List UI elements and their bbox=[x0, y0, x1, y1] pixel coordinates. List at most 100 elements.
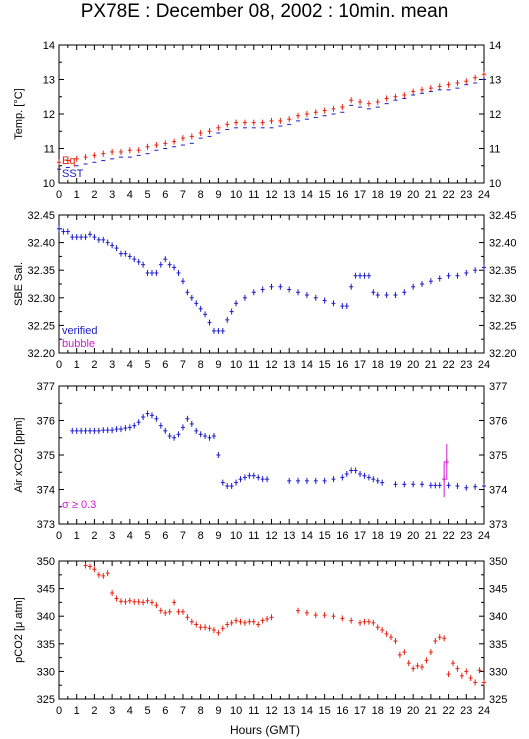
data-point bbox=[136, 598, 141, 605]
data-point bbox=[366, 100, 371, 107]
x-tick-label: 6 bbox=[162, 530, 168, 542]
data-point bbox=[127, 147, 132, 154]
data-point bbox=[163, 140, 168, 147]
data-point bbox=[353, 467, 358, 474]
data-point bbox=[380, 479, 385, 486]
data-point bbox=[163, 427, 168, 434]
data-point bbox=[110, 590, 115, 597]
data-point bbox=[464, 668, 469, 675]
data-point bbox=[366, 618, 371, 625]
x-tick-label: 14 bbox=[301, 530, 313, 542]
data-point bbox=[132, 256, 137, 263]
y-tick-label-right: 12 bbox=[489, 109, 501, 121]
data-point bbox=[260, 286, 265, 293]
data-point bbox=[172, 138, 177, 145]
data-point bbox=[411, 88, 416, 95]
data-point bbox=[406, 660, 411, 667]
data-point bbox=[477, 667, 482, 674]
data-point bbox=[455, 272, 460, 279]
data-point bbox=[74, 427, 79, 434]
x-tick-label: 17 bbox=[354, 705, 366, 717]
data-point bbox=[340, 474, 345, 481]
data-point bbox=[185, 415, 190, 422]
x-tick-label: 12 bbox=[265, 359, 277, 371]
data-point bbox=[393, 481, 398, 488]
x-tick-label: 1 bbox=[74, 189, 80, 201]
y-tick-label-right: 376 bbox=[489, 416, 507, 428]
x-tick-label: 12 bbox=[265, 530, 277, 542]
data-point bbox=[446, 671, 451, 678]
x-tick-label: 11 bbox=[248, 530, 259, 542]
y-tick-label: 12 bbox=[43, 109, 55, 121]
data-point bbox=[145, 597, 150, 604]
data-point bbox=[287, 477, 292, 484]
data-point bbox=[172, 264, 177, 271]
data-point bbox=[349, 617, 354, 624]
x-tick-label: 22 bbox=[442, 189, 454, 201]
data-point bbox=[79, 234, 84, 241]
y-tick-label-right: 373 bbox=[489, 519, 507, 531]
data-point bbox=[158, 422, 163, 429]
data-point bbox=[83, 234, 88, 241]
data-point bbox=[402, 481, 407, 488]
data-point bbox=[296, 289, 301, 296]
data-point bbox=[70, 427, 75, 434]
data-point bbox=[420, 663, 425, 670]
data-point bbox=[127, 424, 132, 431]
y-tick-label-right: 374 bbox=[489, 485, 507, 497]
data-point bbox=[473, 267, 478, 274]
data-point bbox=[473, 679, 478, 686]
data-point bbox=[455, 79, 460, 86]
data-point bbox=[304, 477, 309, 484]
data-point bbox=[428, 482, 433, 489]
data-point bbox=[118, 598, 123, 605]
data-point bbox=[256, 474, 261, 481]
x-tick-label: 23 bbox=[460, 189, 472, 201]
data-point bbox=[194, 300, 199, 307]
data-point bbox=[313, 294, 318, 301]
y-tick-label: 373 bbox=[37, 519, 55, 531]
x-tick-label: 2 bbox=[91, 359, 97, 371]
data-point bbox=[380, 627, 385, 633]
data-point bbox=[251, 119, 256, 126]
x-tick-label: 16 bbox=[336, 705, 348, 717]
data-point bbox=[211, 327, 216, 334]
x-tick-label: 9 bbox=[215, 189, 221, 201]
data-point bbox=[296, 112, 301, 119]
x-tick-label: 8 bbox=[198, 359, 204, 371]
x-tick-label: 22 bbox=[442, 530, 454, 542]
data-point bbox=[198, 129, 203, 136]
data-point bbox=[242, 294, 247, 301]
data-point bbox=[344, 470, 349, 477]
data-point bbox=[207, 434, 212, 441]
data-point bbox=[446, 482, 451, 489]
data-point bbox=[362, 472, 367, 479]
data-point bbox=[189, 618, 194, 625]
data-point bbox=[331, 105, 336, 112]
data-point bbox=[349, 467, 354, 474]
data-point bbox=[366, 272, 371, 279]
data-point bbox=[287, 116, 292, 123]
y-tick-label-right: 375 bbox=[489, 450, 507, 462]
data-point bbox=[313, 477, 318, 484]
data-point bbox=[428, 649, 433, 656]
data-point bbox=[154, 142, 159, 149]
data-point bbox=[322, 612, 327, 619]
data-point bbox=[446, 81, 451, 88]
data-point bbox=[123, 250, 128, 257]
data-point bbox=[176, 608, 181, 615]
data-point bbox=[234, 119, 239, 126]
data-point bbox=[211, 627, 216, 633]
x-tick-label: 22 bbox=[442, 359, 454, 371]
data-point bbox=[482, 71, 486, 78]
data-point bbox=[225, 316, 230, 323]
data-point bbox=[247, 472, 252, 479]
x-tick-label: 18 bbox=[372, 189, 384, 201]
x-tick-label: 13 bbox=[283, 189, 295, 201]
data-point bbox=[92, 427, 97, 434]
y-axis-label: Temp. [°C] bbox=[13, 88, 25, 139]
data-point bbox=[194, 621, 199, 628]
data-point bbox=[437, 275, 442, 282]
y-tick-label-right: 32.45 bbox=[489, 210, 517, 222]
data-point bbox=[110, 242, 115, 249]
